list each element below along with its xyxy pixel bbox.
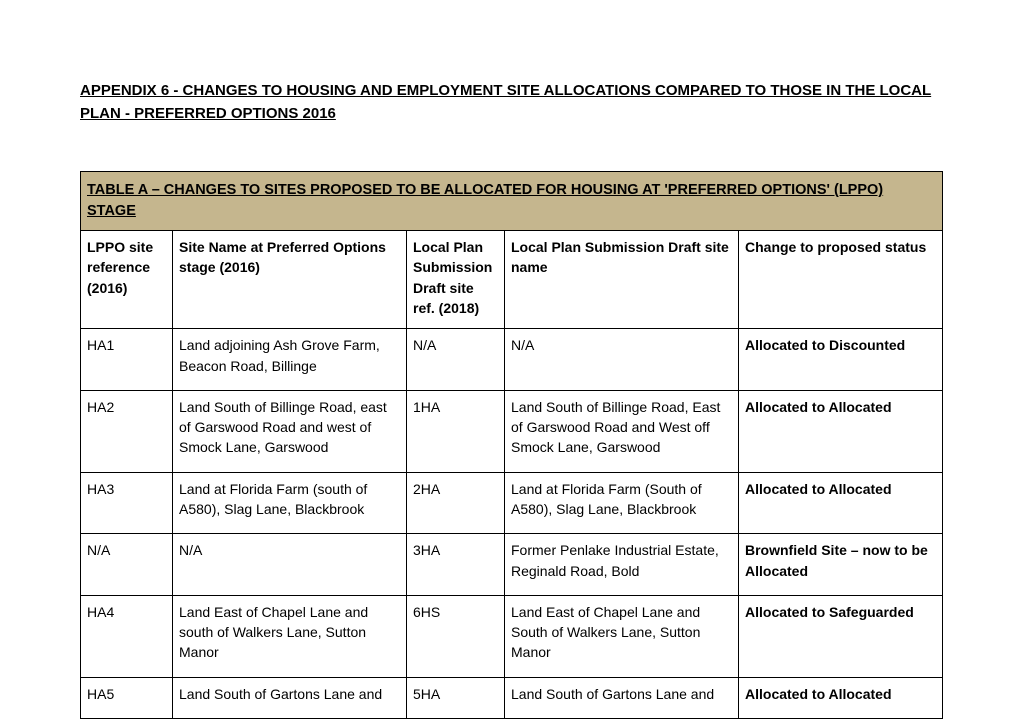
column-header: Site Name at Preferred Options stage (20… [173,231,407,329]
column-header: Change to proposed status [739,231,943,329]
cell-draft-site-name: Former Penlake Industrial Estate, Regina… [505,534,739,596]
column-header: Local Plan Submission Draft site name [505,231,739,329]
table-row: HA1 Land adjoining Ash Grove Farm, Beaco… [81,329,943,391]
cell-site-name-2016: Land East of Chapel Lane and south of Wa… [173,595,407,677]
cell-lppo-ref: HA1 [81,329,173,391]
column-header: Local Plan Submission Draft site ref. (2… [407,231,505,329]
cell-status-change: Allocated to Allocated [739,390,943,472]
cell-draft-site-name: Land at Florida Farm (South of A580), Sl… [505,472,739,534]
cell-status-change: Allocated to Allocated [739,677,943,718]
cell-status-change: Allocated to Allocated [739,472,943,534]
cell-site-name-2016: Land South of Billinge Road, east of Gar… [173,390,407,472]
cell-lppo-ref: HA4 [81,595,173,677]
cell-draft-site-name: N/A [505,329,739,391]
cell-lppo-ref: HA3 [81,472,173,534]
table-row: HA4 Land East of Chapel Lane and south o… [81,595,943,677]
cell-draft-ref: 5HA [407,677,505,718]
cell-draft-ref: 6HS [407,595,505,677]
table-header-row: LPPO site reference (2016) Site Name at … [81,231,943,329]
cell-draft-site-name: Land South of Billinge Road, East of Gar… [505,390,739,472]
table-row: HA2 Land South of Billinge Road, east of… [81,390,943,472]
document-title: APPENDIX 6 - CHANGES TO HOUSING AND EMPL… [80,80,940,125]
title-line-2: PLAN - PREFERRED OPTIONS 2016 [80,105,336,122]
cell-site-name-2016: Land South of Gartons Lane and [173,677,407,718]
cell-draft-site-name: Land South of Gartons Lane and [505,677,739,718]
cell-site-name-2016: Land at Florida Farm (south of A580), Sl… [173,472,407,534]
cell-site-name-2016: Land adjoining Ash Grove Farm, Beacon Ro… [173,329,407,391]
cell-status-change: Allocated to Discounted [739,329,943,391]
title-line-1: APPENDIX 6 - CHANGES TO HOUSING AND EMPL… [80,82,931,99]
cell-status-change: Allocated to Safeguarded [739,595,943,677]
cell-draft-ref: 2HA [407,472,505,534]
cell-lppo-ref: N/A [81,534,173,596]
table-caption: TABLE A – CHANGES TO SITES PROPOSED TO B… [81,172,943,231]
cell-draft-ref: N/A [407,329,505,391]
cell-draft-ref: 3HA [407,534,505,596]
table-caption-row: TABLE A – CHANGES TO SITES PROPOSED TO B… [81,172,943,231]
cell-draft-site-name: Land East of Chapel Lane and South of Wa… [505,595,739,677]
cell-site-name-2016: N/A [173,534,407,596]
column-header: LPPO site reference (2016) [81,231,173,329]
cell-status-change: Brownfield Site – now to be Allocated [739,534,943,596]
allocations-table: TABLE A – CHANGES TO SITES PROPOSED TO B… [80,171,943,719]
table-row: N/A N/A 3HA Former Penlake Industrial Es… [81,534,943,596]
cell-lppo-ref: HA5 [81,677,173,718]
cell-lppo-ref: HA2 [81,390,173,472]
cell-draft-ref: 1HA [407,390,505,472]
table-row: HA3 Land at Florida Farm (south of A580)… [81,472,943,534]
table-row: HA5 Land South of Gartons Lane and 5HA L… [81,677,943,718]
